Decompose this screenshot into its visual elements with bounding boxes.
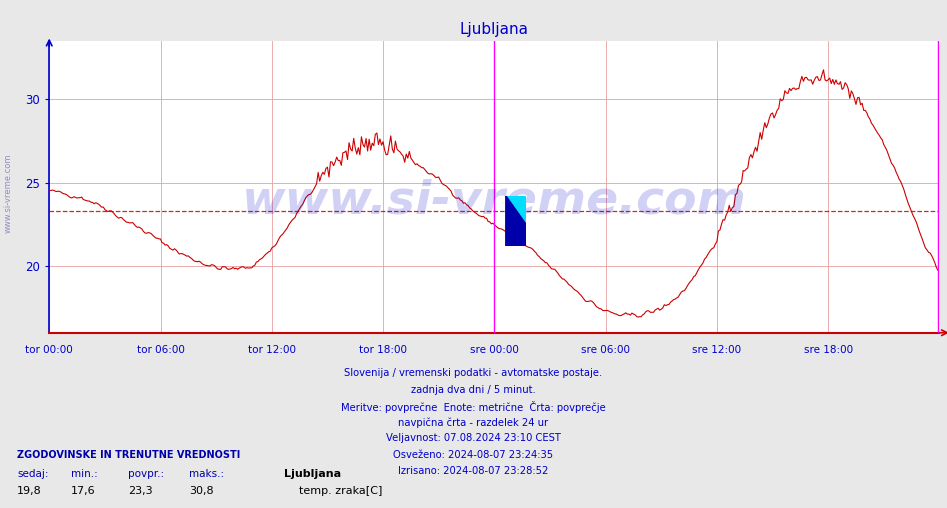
Text: 19,8: 19,8 [17,486,42,496]
Text: 23,3: 23,3 [128,486,152,496]
Text: www.si-vreme.com: www.si-vreme.com [4,153,13,233]
Text: sre 12:00: sre 12:00 [692,345,742,356]
Text: www.si-vreme.com: www.si-vreme.com [241,179,747,224]
Text: Osveženo: 2024-08-07 23:24:35: Osveženo: 2024-08-07 23:24:35 [393,450,554,460]
Text: tor 00:00: tor 00:00 [26,345,73,356]
Text: navpična črta - razdelek 24 ur: navpična črta - razdelek 24 ur [399,417,548,428]
Polygon shape [506,196,526,246]
Text: Meritve: povprečne  Enote: metrične  Črta: povprečje: Meritve: povprečne Enote: metrične Črta:… [341,401,606,413]
Text: min.:: min.: [71,469,98,479]
Text: 17,6: 17,6 [71,486,96,496]
Text: sre 06:00: sre 06:00 [581,345,630,356]
Text: Ljubljana: Ljubljana [284,469,341,479]
Text: tor 12:00: tor 12:00 [248,345,295,356]
Text: sedaj:: sedaj: [17,469,48,479]
Text: sre 00:00: sre 00:00 [470,345,519,356]
Text: 30,8: 30,8 [189,486,214,496]
Text: Slovenija / vremenski podatki - avtomatske postaje.: Slovenija / vremenski podatki - avtomats… [345,368,602,378]
Text: temp. zraka[C]: temp. zraka[C] [299,486,383,496]
Text: sre 18:00: sre 18:00 [804,345,852,356]
Text: ZGODOVINSKE IN TRENUTNE VREDNOSTI: ZGODOVINSKE IN TRENUTNE VREDNOSTI [17,450,241,460]
Text: povpr.:: povpr.: [128,469,164,479]
Text: zadnja dva dni / 5 minut.: zadnja dva dni / 5 minut. [411,385,536,395]
Text: tor 06:00: tor 06:00 [136,345,185,356]
Text: tor 18:00: tor 18:00 [359,345,407,356]
Text: maks.:: maks.: [189,469,224,479]
Polygon shape [506,196,526,224]
Title: Ljubljana: Ljubljana [460,22,528,37]
Text: Izrisano: 2024-08-07 23:28:52: Izrisano: 2024-08-07 23:28:52 [399,466,548,476]
Text: Veljavnost: 07.08.2024 23:10 CEST: Veljavnost: 07.08.2024 23:10 CEST [386,433,561,443]
